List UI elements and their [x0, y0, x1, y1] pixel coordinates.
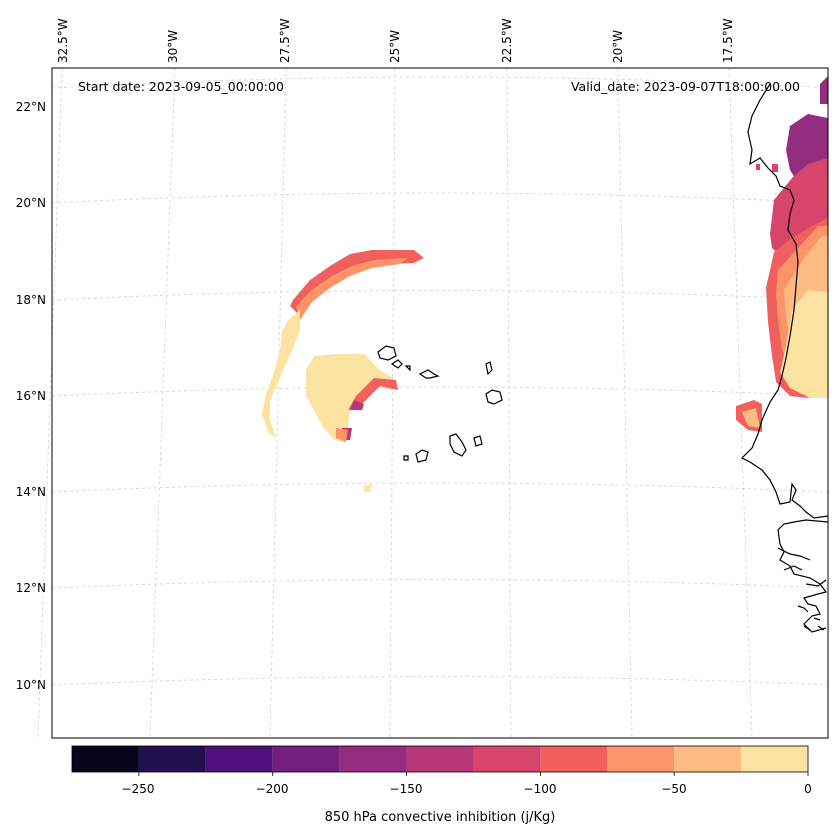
- coast-detail-bissau: [777, 547, 827, 587]
- cbar-tick-label-100: −100: [524, 782, 557, 796]
- grid-meridian-32-5w: [37, 67, 63, 739]
- grid-parallel-22n: [51, 76, 829, 89]
- cin-core-light: [306, 354, 396, 442]
- colorbar-segment: [205, 746, 273, 772]
- island-santiago: [449, 433, 467, 457]
- lon-label-27-5w: 27.5°W: [278, 18, 292, 63]
- colorbar-segment: [473, 746, 541, 772]
- grid-parallel-12n: [51, 579, 829, 589]
- grid-parallel-20n: [51, 192, 829, 204]
- colorbar-title: 850 hPa convective inhibition (j/Kg): [325, 810, 556, 825]
- lon-label-22-5w: 22.5°W: [500, 18, 514, 63]
- lon-label-32-5w: 32.5°W: [56, 18, 70, 63]
- island-santa-luzia: [404, 365, 411, 372]
- latitude-labels: 22°N 20°N 18°N 16°N 14°N 12°N 10°N: [16, 100, 46, 692]
- grid-parallel-18n: [51, 290, 829, 301]
- colorbar-segment: [138, 746, 206, 772]
- lat-label-22n: 22°N: [16, 100, 46, 114]
- grid-parallel-10n: [51, 676, 829, 686]
- colorbar-segment: [674, 746, 742, 772]
- lon-label-17-5w: 17.5°W: [721, 18, 735, 63]
- lon-label-20w: 20°W: [611, 30, 625, 63]
- cin-core-edge-red: [348, 378, 398, 410]
- lon-label-30w: 30°W: [166, 30, 180, 63]
- cin-coast-dark: [786, 76, 828, 186]
- island-boa-vista: [485, 389, 503, 405]
- grid-meridian-20w: [617, 67, 633, 739]
- valid-date-label: Valid_date: 2023-09-07T18:00:00.00: [571, 79, 800, 94]
- cin-coast-patch-south-light: [742, 408, 760, 428]
- cin-arc-band-outer: [290, 250, 424, 314]
- colorbar-ticks: [138, 772, 809, 776]
- colorbar-segment: [406, 746, 474, 772]
- coast-detail-bijagos: [797, 605, 825, 631]
- colorbar-segment: [741, 746, 808, 772]
- colorbar-frame: [71, 745, 809, 773]
- island-fogo: [415, 449, 429, 463]
- cbar-tick-label-250: −250: [122, 782, 155, 796]
- cbar-tick-label-200: −200: [256, 782, 289, 796]
- lat-label-18n: 18°N: [16, 293, 46, 307]
- lat-label-14n: 14°N: [16, 485, 46, 499]
- africa-coastline: [740, 83, 829, 633]
- grid-meridian-22-5w: [506, 67, 512, 739]
- grid-parallel-14n: [51, 482, 829, 493]
- island-sao-vicente: [390, 359, 403, 369]
- grid-meridian-27-5w: [269, 67, 287, 739]
- cin-field-storm: [262, 250, 424, 492]
- lon-label-25w: 25°W: [388, 30, 402, 63]
- colorbar-tick-labels: −250 −200 −150 −100 −50 0: [122, 782, 812, 796]
- colorbar-segment: [339, 746, 407, 772]
- cbar-tick-label-0: 0: [804, 782, 812, 796]
- graticule: [37, 67, 829, 739]
- grid-meridian-17-5w: [728, 67, 753, 739]
- island-sal: [485, 361, 493, 376]
- island-maio: [473, 435, 483, 447]
- start-date-label: Start date: 2023-09-05_00:00:00: [78, 79, 284, 94]
- grid-meridian-25w: [389, 67, 396, 739]
- lat-label-16n: 16°N: [16, 389, 46, 403]
- cin-coast-speck: [756, 164, 778, 172]
- lat-label-20n: 20°N: [16, 196, 46, 210]
- colorbar-segment: [72, 746, 139, 772]
- cin-speck-south: [364, 484, 372, 492]
- longitude-labels: 32.5°W 30°W 27.5°W 25°W 22.5°W 20°W 17.5…: [56, 18, 735, 63]
- lat-label-12n: 12°N: [16, 581, 46, 595]
- cin-arc-light: [262, 310, 300, 438]
- map-frame: [51, 67, 829, 739]
- colorbar-segment: [607, 746, 675, 772]
- coastlines: [377, 83, 829, 633]
- cin-field-coast: [736, 76, 828, 432]
- cin-core-edge-orange: [336, 428, 348, 442]
- cbar-tick-label-150: −150: [390, 782, 423, 796]
- colorbar: −250 −200 −150 −100 −50 0 850 hPa convec…: [71, 745, 812, 825]
- grid-meridian-30w: [149, 67, 176, 739]
- island-sao-nicolau: [418, 369, 440, 379]
- colorbar-segments: [72, 746, 808, 772]
- colorbar-segment: [272, 746, 340, 772]
- cbar-tick-label-50: −50: [661, 782, 686, 796]
- island-santo-antao: [377, 345, 397, 361]
- island-brava: [403, 455, 409, 461]
- grid-parallel-16n: [51, 386, 829, 397]
- lat-label-10n: 10°N: [16, 678, 46, 692]
- cin-coast-light: [780, 290, 828, 398]
- cin-arc-band-inner: [296, 258, 408, 320]
- colorbar-segment: [540, 746, 608, 772]
